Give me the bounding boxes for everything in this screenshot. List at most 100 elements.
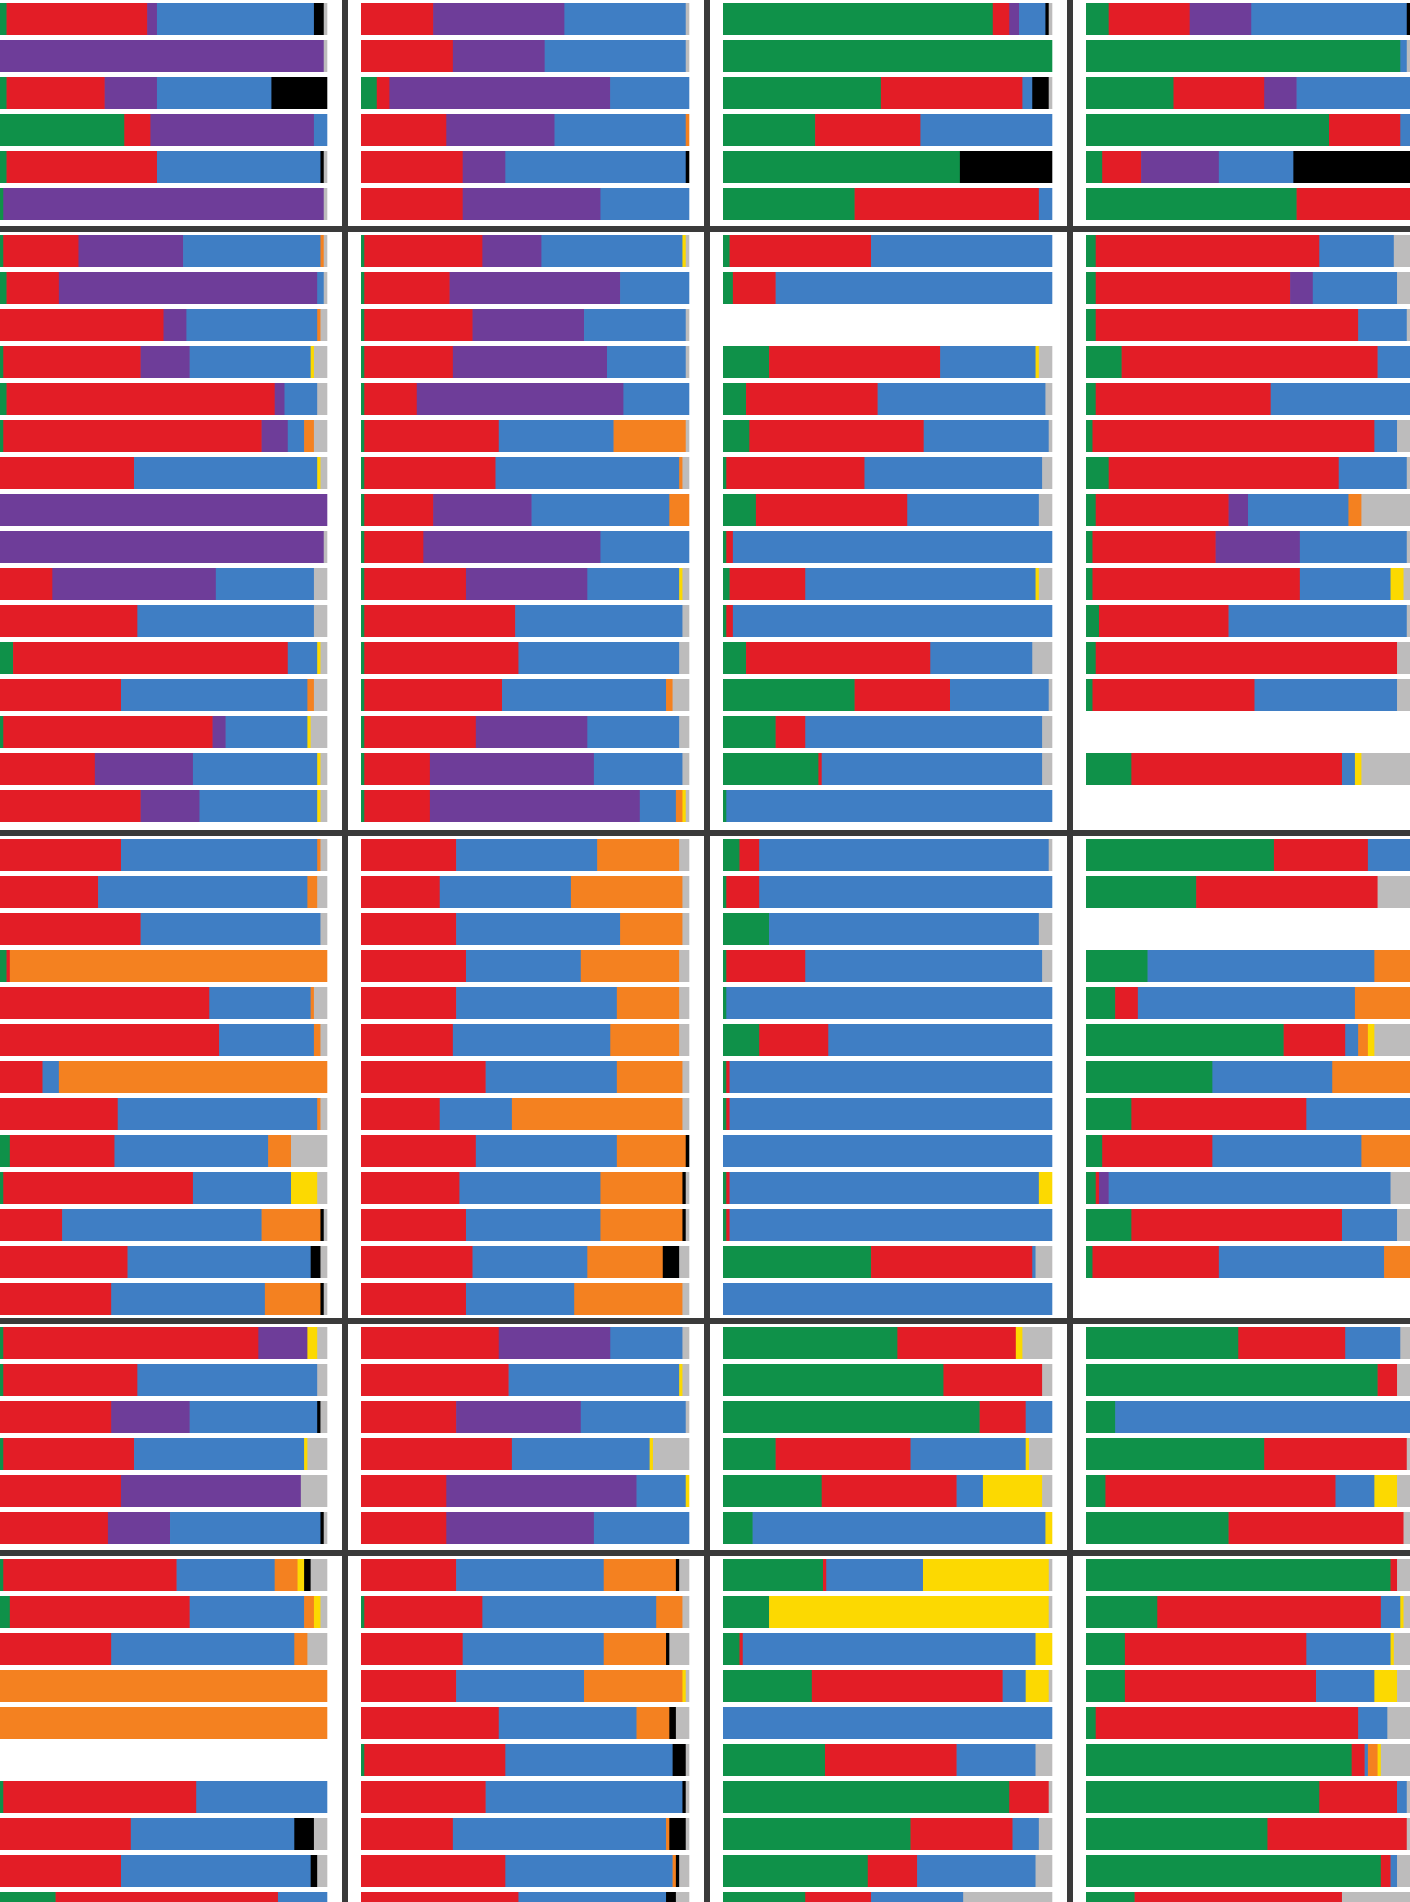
bar-segment-gray xyxy=(310,716,328,748)
bar-segment-red xyxy=(361,1283,467,1315)
bar-segment-orange xyxy=(570,876,683,908)
bar-segment-gray xyxy=(685,346,690,378)
bar-segment-blue xyxy=(752,1512,1046,1544)
bar-segment-gray xyxy=(1048,3,1053,35)
bar-segment-red xyxy=(1095,642,1398,674)
bar-segment-gray xyxy=(323,151,328,183)
bar-segment-green xyxy=(1086,839,1275,871)
panel-5-2 xyxy=(361,1559,690,1902)
panel-2-2 xyxy=(361,235,690,822)
bar-segment-black xyxy=(666,1633,670,1665)
bar-segment-green xyxy=(723,1512,753,1544)
bar-segment-red xyxy=(726,1172,730,1204)
bar-segment-red xyxy=(6,151,158,183)
bar-segment-gray xyxy=(291,1135,328,1167)
bar-segment-green xyxy=(1086,642,1097,674)
bar-segment-blue xyxy=(910,1438,1026,1470)
bar-segment-green xyxy=(0,950,7,982)
bar-segment-blue xyxy=(192,753,318,785)
bar-segment-gray xyxy=(320,1098,328,1130)
bar-segment-blue xyxy=(456,839,598,871)
bar-segment-gray xyxy=(1048,420,1053,452)
bar-segment-green xyxy=(1086,420,1093,452)
bar-segment-blue xyxy=(623,383,690,415)
bar-segment-blue xyxy=(930,642,1033,674)
bar-segment-gray xyxy=(1048,1670,1053,1702)
bar-segment-red xyxy=(880,77,1023,109)
bar-segment-gray xyxy=(1403,1596,1410,1628)
bar-segment-red xyxy=(361,1135,477,1167)
bar-segment-yellow xyxy=(1038,1172,1053,1204)
bar-segment-gray xyxy=(323,235,328,267)
bar-segment-green xyxy=(0,1892,56,1902)
bar-segment-yellow xyxy=(317,753,321,785)
bar-segment-blue xyxy=(1299,568,1391,600)
bar-segment-blue xyxy=(639,790,677,822)
bar-segment-black xyxy=(959,151,1053,183)
bar-segment-orange xyxy=(307,679,315,711)
bar-segment-red xyxy=(364,383,418,415)
bar-segment-purple xyxy=(416,383,624,415)
bar-segment-blue xyxy=(956,1744,1036,1776)
bar-segment-blue xyxy=(826,1559,924,1591)
bar-segment-gray xyxy=(320,1024,328,1056)
bar-segment-blue xyxy=(729,1061,1053,1093)
bar-segment-black xyxy=(675,1855,680,1887)
bar-segment-blue xyxy=(156,151,321,183)
bar-segment-blue xyxy=(192,1172,292,1204)
bar-segment-green xyxy=(0,235,4,267)
bar-segment-purple xyxy=(258,1327,308,1359)
bar-segment-red xyxy=(0,605,138,637)
bar-segment-gray xyxy=(652,1438,690,1470)
bar-segment-gray xyxy=(1397,1670,1410,1702)
bar-segment-green xyxy=(723,1633,740,1665)
bar-segment-red xyxy=(361,1559,457,1591)
column-divider xyxy=(1067,0,1073,1902)
bar-segment-green xyxy=(0,420,4,452)
bar-segment-blue xyxy=(117,1098,318,1130)
bar-segment-green xyxy=(0,346,4,378)
bar-segment-red xyxy=(0,568,53,600)
bar-segment-red xyxy=(1095,383,1271,415)
bar-segment-black xyxy=(317,1401,321,1433)
bar-segment-blue xyxy=(219,1024,315,1056)
bar-segment-red xyxy=(3,1559,177,1591)
bar-segment-black xyxy=(685,151,690,183)
bar-segment-blue xyxy=(452,1818,667,1850)
bar-segment-red xyxy=(1267,1818,1408,1850)
bar-segment-black xyxy=(310,1855,318,1887)
bar-segment-green xyxy=(723,1892,806,1902)
bar-segment-red xyxy=(364,457,496,489)
bar-segment-blue xyxy=(156,3,315,35)
bar-segment-green xyxy=(1086,1781,1320,1813)
bar-segment-blue xyxy=(769,913,1040,945)
bar-segment-red xyxy=(361,151,463,183)
bar-segment-blue xyxy=(620,272,690,304)
bar-segment-orange xyxy=(310,987,315,1019)
bar-segment-red xyxy=(364,568,467,600)
row-divider xyxy=(0,226,1410,232)
bar-segment-purple xyxy=(433,3,565,35)
bar-segment-green xyxy=(723,1818,911,1850)
bar-segment-gray xyxy=(1406,40,1410,72)
bar-segment-blue xyxy=(544,40,687,72)
bar-segment-gray xyxy=(1377,876,1410,908)
bar-segment-gray xyxy=(675,1707,690,1739)
bar-segment-red xyxy=(3,420,262,452)
bar-segment-red xyxy=(3,235,79,267)
bar-segment-green xyxy=(1086,494,1097,526)
bar-segment-blue xyxy=(459,1172,601,1204)
bar-segment-blue xyxy=(462,1633,605,1665)
bar-segment-blue xyxy=(120,839,318,871)
bar-segment-green xyxy=(1086,1209,1132,1241)
bar-segment-orange xyxy=(274,1559,298,1591)
bar-segment-orange xyxy=(669,494,690,526)
bar-segment-red xyxy=(364,346,454,378)
bar-segment-green xyxy=(723,1024,760,1056)
bar-segment-green xyxy=(723,568,730,600)
bar-segment-blue xyxy=(456,987,618,1019)
bar-segment-yellow xyxy=(1045,1512,1053,1544)
bar-segment-gray xyxy=(313,346,328,378)
bar-segment-red xyxy=(1121,346,1378,378)
bar-segment-gray xyxy=(1406,309,1410,341)
